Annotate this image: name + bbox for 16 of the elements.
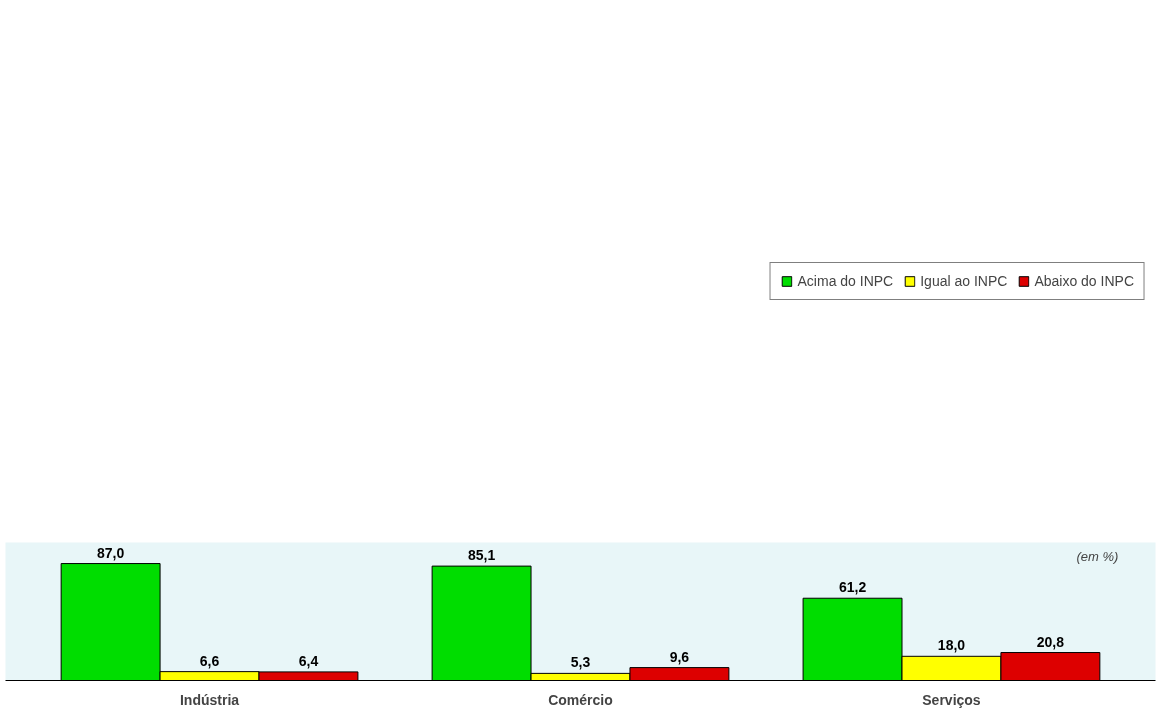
data-label: 18,0 xyxy=(937,637,966,654)
data-label: 87,0 xyxy=(96,544,125,561)
legend-label: Abaixo do INPC xyxy=(1034,273,1134,289)
data-label: 61,2 xyxy=(838,579,867,596)
data-label: 9,6 xyxy=(669,648,690,665)
annotation: (em %) xyxy=(1076,548,1119,564)
x-tick-label: Serviços xyxy=(922,691,981,708)
data-label: 5,3 xyxy=(570,654,591,671)
data-label: 6,6 xyxy=(199,652,220,669)
data-label: 20,8 xyxy=(1036,633,1065,650)
legend-label: Acima do INPC xyxy=(797,273,894,289)
data-label: 85,1 xyxy=(467,547,496,564)
x-tick-label: Indústria xyxy=(179,691,240,708)
x-tick-label: Comércio xyxy=(548,691,613,708)
data-label: 6,4 xyxy=(298,652,319,669)
legend-label: Igual ao INPC xyxy=(920,273,1008,289)
